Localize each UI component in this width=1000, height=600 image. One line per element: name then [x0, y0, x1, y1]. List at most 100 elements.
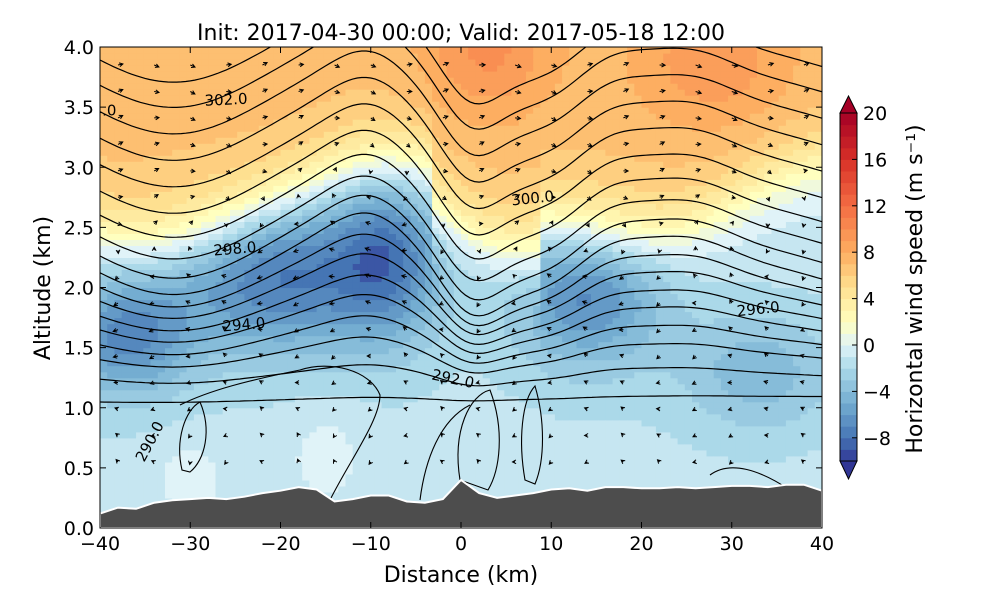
field-cell — [193, 89, 202, 96]
field-cell — [323, 221, 332, 228]
field-cell — [136, 443, 144, 451]
field-cell — [453, 221, 462, 228]
field-cell — [453, 269, 462, 277]
field-cell — [287, 179, 296, 186]
field-cell — [388, 47, 397, 54]
field-cell — [511, 179, 520, 186]
field-cell — [128, 239, 137, 246]
field-cell — [302, 167, 310, 174]
field-cell — [273, 401, 282, 409]
field-cell — [136, 71, 144, 78]
field-cell — [374, 479, 383, 487]
field-cell — [374, 209, 383, 216]
field-cell — [403, 383, 411, 391]
field-cell — [518, 89, 527, 96]
field-cell — [439, 413, 448, 421]
field-cell — [251, 137, 260, 144]
field-cell — [540, 341, 549, 349]
field-cell — [172, 65, 180, 72]
field-cell — [107, 155, 115, 162]
field-cell — [518, 155, 527, 162]
field-cell — [381, 173, 390, 180]
field-cell — [208, 389, 217, 397]
field-cell — [388, 77, 397, 84]
field-cell — [230, 491, 238, 499]
field-cell — [100, 341, 108, 349]
field-cell — [338, 107, 347, 114]
field-cell — [121, 149, 130, 156]
field-cell — [432, 113, 440, 120]
field-cell — [533, 281, 541, 289]
field-cell — [410, 287, 419, 295]
field-cell — [417, 287, 426, 295]
field-cell — [323, 353, 332, 361]
field-cell — [273, 245, 282, 252]
field-cell — [244, 221, 253, 228]
field-cell — [237, 419, 245, 427]
field-cell — [381, 431, 390, 439]
field-cell — [172, 485, 180, 493]
field-cell — [273, 389, 282, 397]
field-cell — [302, 299, 310, 307]
field-cell — [222, 473, 231, 481]
field-cell — [526, 473, 534, 481]
field-cell — [186, 161, 195, 168]
field-cell — [114, 89, 123, 96]
field-cell — [251, 203, 260, 210]
field-cell — [280, 257, 289, 264]
field-cell — [215, 113, 224, 120]
field-cell — [323, 173, 332, 180]
field-cell — [165, 299, 173, 307]
field-cell — [410, 437, 419, 445]
field-cell — [143, 485, 152, 493]
field-cell — [266, 203, 274, 210]
field-cell — [359, 335, 368, 343]
field-cell — [338, 89, 347, 96]
field-cell — [157, 227, 166, 234]
field-cell — [526, 251, 534, 258]
field-cell — [244, 455, 253, 463]
field-cell — [489, 383, 498, 391]
field-cell — [367, 461, 375, 469]
field-cell — [143, 383, 152, 391]
field-cell — [381, 311, 390, 319]
field-cell — [533, 263, 541, 270]
field-cell — [403, 293, 411, 301]
field-cell — [533, 293, 541, 301]
field-cell — [309, 65, 318, 72]
field-cell — [251, 101, 260, 108]
field-cell — [244, 485, 253, 493]
field-cell — [143, 395, 152, 403]
field-cell — [410, 65, 419, 72]
field-cell — [244, 95, 253, 102]
field-cell — [323, 431, 332, 439]
field-cell — [128, 251, 137, 258]
field-cell — [237, 401, 245, 409]
field-cell — [107, 419, 115, 427]
field-cell — [143, 377, 152, 385]
field-cell — [453, 335, 462, 343]
field-cell — [280, 317, 289, 325]
field-cell — [526, 173, 534, 180]
field-cell — [489, 59, 498, 66]
field-cell — [497, 101, 505, 108]
field-cell — [266, 299, 274, 307]
field-cell — [446, 413, 455, 421]
field-cell — [352, 113, 361, 120]
field-cell — [374, 389, 383, 397]
field-cell — [143, 245, 152, 252]
field-cell — [121, 179, 130, 186]
field-cell — [403, 245, 411, 252]
field-cell — [107, 335, 115, 343]
field-cell — [475, 71, 484, 78]
field-cell — [193, 359, 202, 367]
field-cell — [136, 257, 144, 264]
field-cell — [208, 83, 217, 90]
field-cell — [316, 329, 325, 337]
field-cell — [143, 179, 152, 186]
field-cell — [114, 365, 123, 373]
field-cell — [468, 437, 476, 445]
field-cell — [468, 155, 476, 162]
field-cell — [136, 341, 144, 349]
field-cell — [359, 269, 368, 277]
